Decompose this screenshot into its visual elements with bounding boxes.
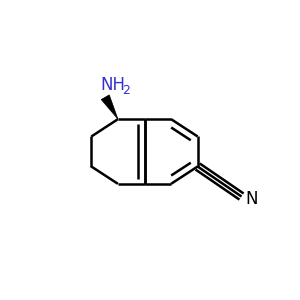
Polygon shape — [101, 95, 118, 119]
Text: N: N — [245, 190, 257, 208]
Text: NH: NH — [100, 76, 126, 94]
Text: 2: 2 — [123, 84, 130, 97]
